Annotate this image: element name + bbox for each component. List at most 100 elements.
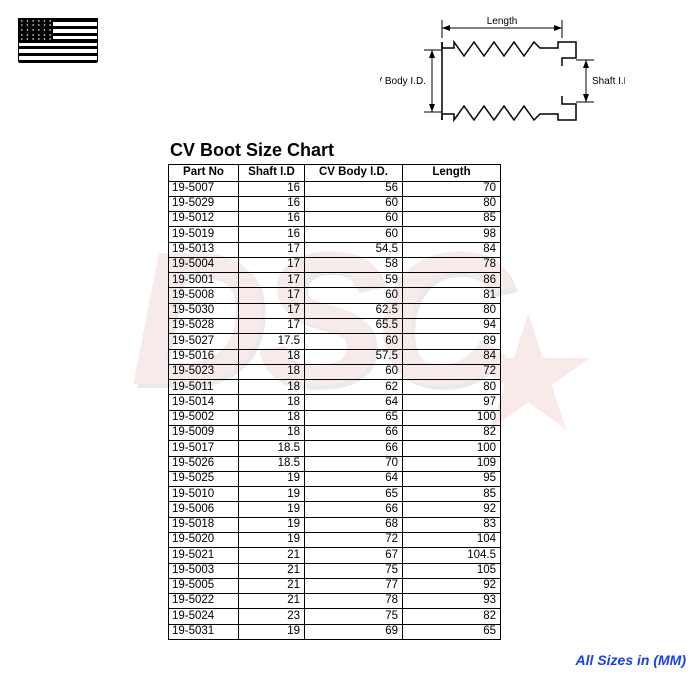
table-cell: 19-5026 — [169, 456, 239, 471]
table-row: 19-5001175986 — [169, 273, 501, 288]
table-row: 19-5023186072 — [169, 364, 501, 379]
table-cell: 17 — [239, 303, 305, 318]
col-cv-body-id: CV Body I.D. — [305, 165, 403, 182]
table-cell: 80 — [403, 380, 501, 395]
table-cell: 19-5013 — [169, 242, 239, 257]
table-cell: 84 — [403, 349, 501, 364]
table-cell: 21 — [239, 548, 305, 563]
table-cell: 72 — [305, 532, 403, 547]
table-cell: 18.5 — [239, 441, 305, 456]
table-cell: 95 — [403, 471, 501, 486]
table-row: 19-5024237582 — [169, 609, 501, 624]
table-cell: 105 — [403, 563, 501, 578]
table-cell: 19-5004 — [169, 257, 239, 272]
table-cell: 85 — [403, 212, 501, 227]
table-cell: 94 — [403, 319, 501, 334]
table-cell: 98 — [403, 227, 501, 242]
table-cell: 19-5030 — [169, 303, 239, 318]
table-cell: 19-5027 — [169, 334, 239, 349]
table-cell: 19-5001 — [169, 273, 239, 288]
table-cell: 19-5031 — [169, 624, 239, 639]
table-row: 19-5004175878 — [169, 257, 501, 272]
table-cell: 17 — [239, 242, 305, 257]
table-cell: 104 — [403, 532, 501, 547]
table-row: 19-5019166098 — [169, 227, 501, 242]
table-cell: 19-5012 — [169, 212, 239, 227]
table-cell: 19-5009 — [169, 426, 239, 441]
table-cell: 54.5 — [305, 242, 403, 257]
table-row: 19-5011186280 — [169, 380, 501, 395]
table-row: 19-5014186497 — [169, 395, 501, 410]
table-cell: 23 — [239, 609, 305, 624]
table-cell: 80 — [403, 303, 501, 318]
col-shaft-id: Shaft I.D — [239, 165, 305, 182]
table-cell: 92 — [403, 502, 501, 517]
table-cell: 16 — [239, 196, 305, 211]
table-cell: 65 — [305, 410, 403, 425]
table-cell: 62.5 — [305, 303, 403, 318]
table-cell: 62 — [305, 380, 403, 395]
table-cell: 104.5 — [403, 548, 501, 563]
table-cell: 18 — [239, 349, 305, 364]
table-cell: 16 — [239, 212, 305, 227]
table-cell: 19 — [239, 624, 305, 639]
diagram-shaft-label: Shaft I.D. — [592, 76, 625, 87]
table-cell: 16 — [239, 227, 305, 242]
table-row: 19-50021865100 — [169, 410, 501, 425]
table-row: 19-502717.56089 — [169, 334, 501, 349]
table-header-row: Part No Shaft I.D CV Body I.D. Length — [169, 165, 501, 182]
table-cell: 19-5007 — [169, 181, 239, 196]
table-cell: 17 — [239, 257, 305, 272]
table-cell: 65 — [403, 624, 501, 639]
table-cell: 21 — [239, 563, 305, 578]
table-cell: 97 — [403, 395, 501, 410]
table-cell: 82 — [403, 426, 501, 441]
table-cell: 66 — [305, 441, 403, 456]
table-row: 19-5018196883 — [169, 517, 501, 532]
table-cell: 57.5 — [305, 349, 403, 364]
table-cell: 19-5003 — [169, 563, 239, 578]
units-footnote: All Sizes in (MM) — [576, 652, 686, 668]
table-cell: 70 — [403, 181, 501, 196]
table-cell: 21 — [239, 594, 305, 609]
table-row: 19-5009186682 — [169, 426, 501, 441]
table-cell: 75 — [305, 563, 403, 578]
table-cell: 19 — [239, 471, 305, 486]
table-cell: 19-5029 — [169, 196, 239, 211]
table-cell: 19-5022 — [169, 594, 239, 609]
table-cell: 17 — [239, 319, 305, 334]
table-cell: 19-5028 — [169, 319, 239, 334]
table-row: 19-5031196965 — [169, 624, 501, 639]
size-chart-table: Part No Shaft I.D CV Body I.D. Length 19… — [168, 164, 501, 640]
table-cell: 64 — [305, 395, 403, 410]
table-cell: 58 — [305, 257, 403, 272]
table-cell: 100 — [403, 410, 501, 425]
table-cell: 19-5019 — [169, 227, 239, 242]
table-cell: 70 — [305, 456, 403, 471]
table-cell: 19 — [239, 502, 305, 517]
table-row: 19-502618.570109 — [169, 456, 501, 471]
table-cell: 17 — [239, 288, 305, 303]
table-cell: 86 — [403, 273, 501, 288]
table-cell: 75 — [305, 609, 403, 624]
table-cell: 19-5017 — [169, 441, 239, 456]
table-cell: 64 — [305, 471, 403, 486]
table-cell: 18 — [239, 395, 305, 410]
table-row: 19-5008176081 — [169, 288, 501, 303]
table-cell: 82 — [403, 609, 501, 624]
table-row: 19-5010196585 — [169, 487, 501, 502]
table-cell: 78 — [305, 594, 403, 609]
table-cell: 19-5014 — [169, 395, 239, 410]
table-cell: 67 — [305, 548, 403, 563]
table-cell: 19-5010 — [169, 487, 239, 502]
table-cell: 93 — [403, 594, 501, 609]
table-cell: 60 — [305, 364, 403, 379]
table-cell: 19 — [239, 517, 305, 532]
table-row: 19-5005217792 — [169, 578, 501, 593]
table-cell: 18.5 — [239, 456, 305, 471]
table-cell: 80 — [403, 196, 501, 211]
table-cell: 72 — [403, 364, 501, 379]
table-cell: 60 — [305, 212, 403, 227]
cv-boot-diagram: Length CV Body I.D. Shaft I.D. — [380, 12, 625, 132]
table-cell: 85 — [403, 487, 501, 502]
